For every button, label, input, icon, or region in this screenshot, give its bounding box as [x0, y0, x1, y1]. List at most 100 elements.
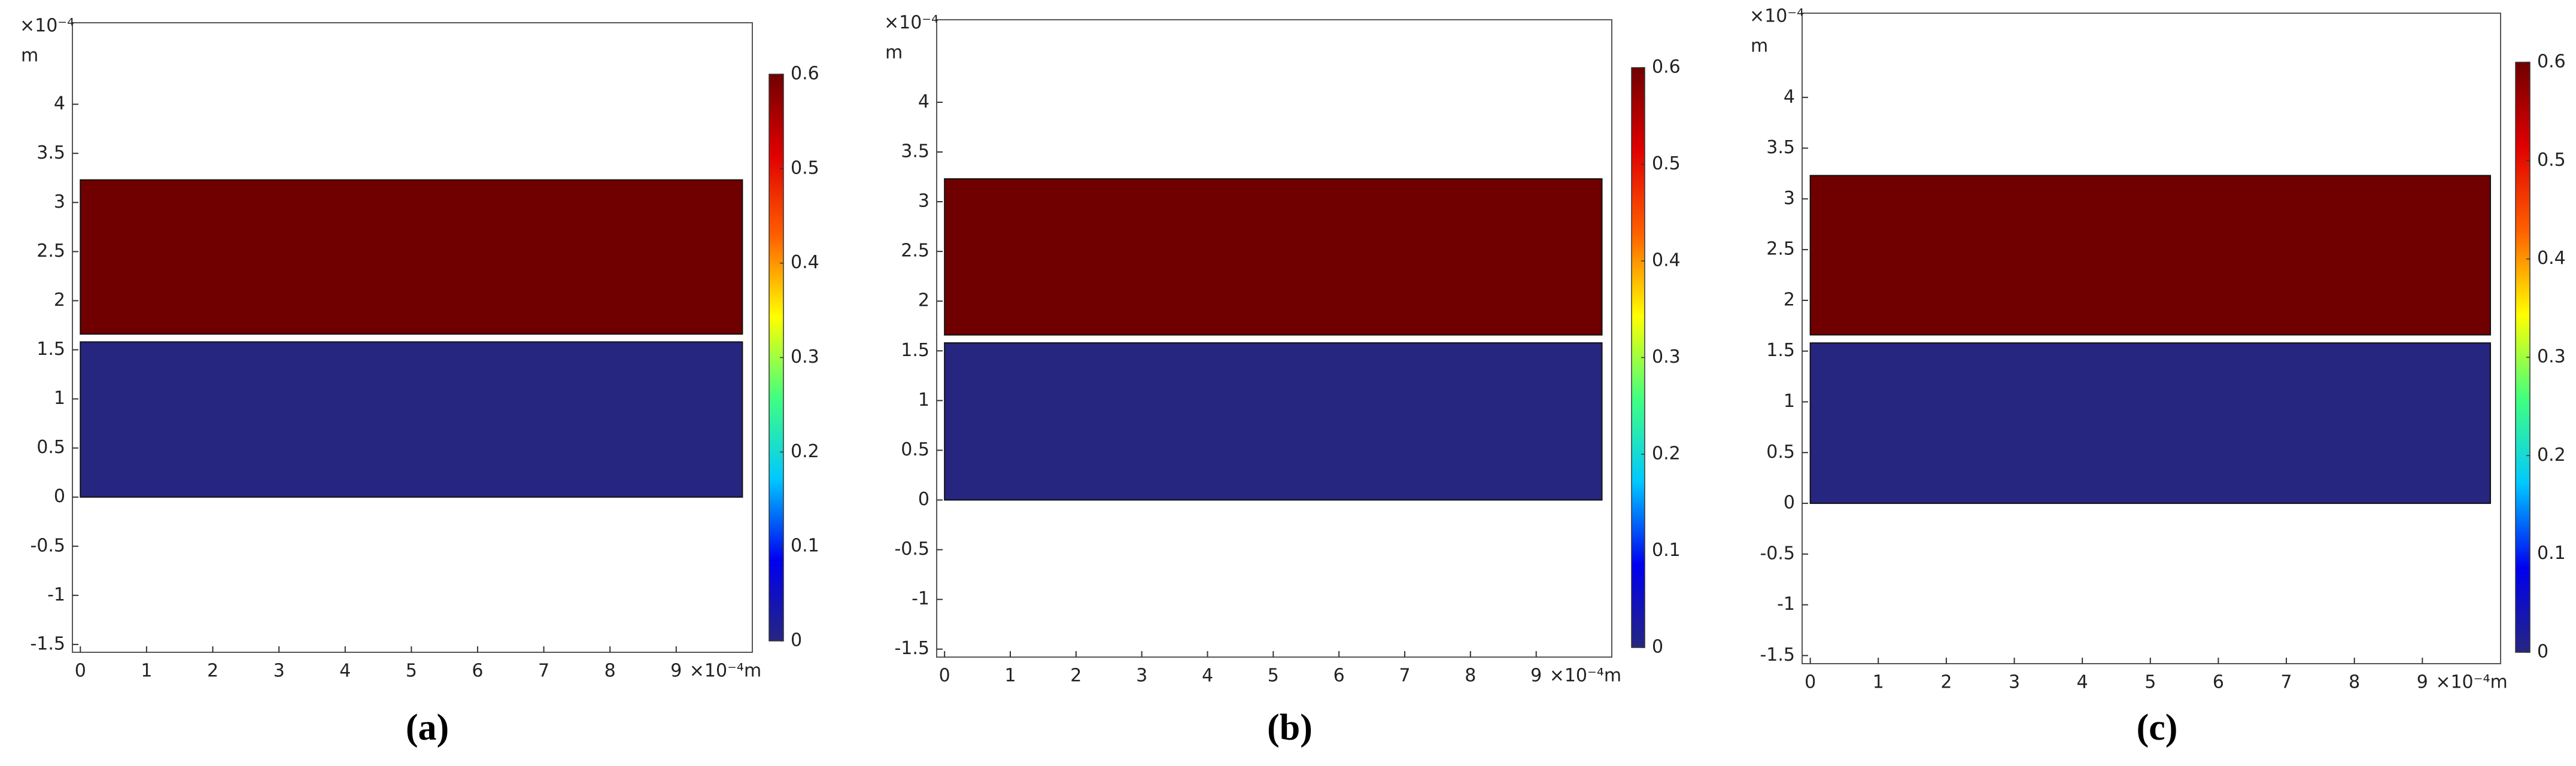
- y-tick-label: 3: [54, 192, 65, 212]
- y-axis-unit-m: m: [21, 45, 38, 66]
- y-tick-label: 3.5: [1766, 137, 1795, 158]
- y-tick-label: 4: [918, 91, 929, 112]
- x-tick-label: 1: [1873, 672, 1884, 693]
- y-tick-label: -1: [1777, 594, 1795, 615]
- colorbar-tick-label: 0.5: [1652, 153, 1681, 174]
- x-tick-label: 3: [1136, 665, 1147, 686]
- y-tick-label: 3.5: [901, 141, 929, 162]
- x-tick-label: 8: [1465, 665, 1476, 686]
- x-axis-unit: ×10⁻⁴m: [1550, 665, 1621, 686]
- x-axis-unit: ×10⁻⁴m: [2435, 672, 2507, 693]
- caption: (b): [1267, 707, 1313, 748]
- x-tick-label: 7: [2281, 672, 2292, 693]
- x-tick-label: 5: [1268, 665, 1279, 686]
- y-tick-label: 3: [918, 191, 929, 212]
- y-tick-label: 2.5: [901, 241, 929, 262]
- y-tick-label: 1: [54, 388, 65, 409]
- x-tick-label: 9: [1530, 665, 1542, 686]
- y-axis-unit: ×10⁻⁴: [20, 16, 74, 37]
- y-tick-label: 0.5: [1766, 442, 1795, 463]
- y-tick-label: 0.5: [37, 437, 65, 458]
- x-tick-label: 6: [1333, 665, 1345, 686]
- x-tick-label: 5: [2144, 672, 2156, 693]
- plot-frame: [1802, 13, 2501, 664]
- colorbar-tick-label: 0.1: [1652, 540, 1681, 561]
- x-tick-label: 8: [604, 661, 616, 682]
- y-tick-label: -0.5: [894, 539, 929, 560]
- x-tick-label: 7: [538, 661, 549, 682]
- y-tick-label: 1: [918, 390, 929, 411]
- colorbar-tick-label: 0.5: [791, 157, 819, 178]
- colorbar-tick-label: 0: [1652, 637, 1663, 658]
- x-tick-label: 0: [939, 665, 950, 686]
- colorbar-tick-label: 0.4: [1652, 250, 1681, 271]
- y-tick-label: -0.5: [1760, 543, 1795, 564]
- y-tick-label: -1: [47, 584, 65, 605]
- y-axis-unit: ×10⁻⁴: [1749, 6, 1804, 27]
- x-tick-label: 4: [339, 661, 351, 682]
- colorbar-tick-label: 0: [2537, 642, 2548, 662]
- colorbar-tick-label: 0.1: [2537, 543, 2566, 564]
- colorbar-tick-label: 0.5: [2537, 150, 2566, 171]
- colorbar-tick-label: 0.6: [791, 63, 819, 84]
- caption: (c): [2137, 707, 2178, 748]
- region: [1809, 342, 2491, 504]
- x-tick-label: 2: [207, 661, 218, 682]
- y-tick-label: -1.5: [894, 638, 929, 659]
- x-tick-label: 4: [2077, 672, 2088, 693]
- x-tick-label: 6: [472, 661, 483, 682]
- colorbar-tick-label: 0.1: [791, 536, 819, 557]
- y-tick-label: 1: [1784, 391, 1795, 412]
- x-tick-label: 1: [1004, 665, 1016, 686]
- y-tick-label: 4: [54, 93, 65, 114]
- y-axis-unit: ×10⁻⁴: [884, 13, 938, 34]
- y-tick-label: 0: [54, 486, 65, 507]
- x-tick-label: 2: [1070, 665, 1082, 686]
- y-tick-label: 2.5: [1766, 239, 1795, 260]
- y-tick-label: 2: [54, 290, 65, 311]
- x-tick-label: 0: [75, 661, 86, 682]
- caption: (a): [406, 707, 449, 748]
- colorbar-tick-label: 0.4: [2537, 248, 2566, 269]
- colorbar-tick-label: 0.3: [2537, 346, 2566, 367]
- y-tick-label: -1.5: [1760, 645, 1795, 665]
- colorbar-tick-label: 0.2: [1652, 443, 1681, 464]
- y-tick-label: 2.5: [37, 241, 65, 262]
- x-tick-label: 3: [274, 661, 285, 682]
- y-tick-label: 1.5: [901, 340, 929, 361]
- colorbar-tick-label: 0.2: [2537, 445, 2566, 466]
- y-tick-label: 0.5: [901, 439, 929, 460]
- y-tick-label: 2: [918, 290, 929, 311]
- x-tick-label: 9: [670, 661, 682, 682]
- x-tick-label: 5: [406, 661, 417, 682]
- x-tick-label: 2: [1940, 672, 1952, 693]
- region: [80, 179, 743, 335]
- x-tick-label: 6: [2213, 672, 2224, 693]
- colorbar-tick-label: 0.3: [1652, 346, 1681, 367]
- y-tick-label: 1.5: [37, 339, 65, 360]
- y-tick-label: 3: [1784, 188, 1795, 209]
- colorbar-tick-label: 0.4: [791, 252, 819, 273]
- x-tick-label: 8: [2349, 672, 2360, 693]
- x-axis-unit: ×10⁻⁴m: [689, 661, 761, 682]
- y-axis-unit-m: m: [1751, 36, 1768, 57]
- y-tick-label: 1.5: [1766, 340, 1795, 361]
- x-tick-label: 1: [141, 661, 152, 682]
- region: [944, 342, 1603, 501]
- y-tick-label: 2: [1784, 289, 1795, 310]
- x-tick-label: 3: [2009, 672, 2020, 693]
- colorbar-tick-label: 0.2: [791, 441, 819, 462]
- x-tick-label: 4: [1202, 665, 1213, 686]
- x-tick-label: 0: [1805, 672, 1816, 693]
- y-tick-label: 0: [918, 489, 929, 510]
- colorbar-tick-label: 0.6: [1652, 57, 1681, 78]
- y-tick-label: -0.5: [30, 535, 65, 556]
- x-tick-label: 9: [2417, 672, 2428, 693]
- plot-frame: [936, 19, 1612, 658]
- plot-frame: [72, 22, 753, 653]
- colorbar-tick-label: 0.6: [2537, 51, 2566, 72]
- y-tick-label: 0: [1784, 493, 1795, 513]
- y-tick-label: -1.5: [30, 633, 65, 654]
- region: [944, 178, 1603, 336]
- colorbar-tick-label: 0: [791, 630, 802, 651]
